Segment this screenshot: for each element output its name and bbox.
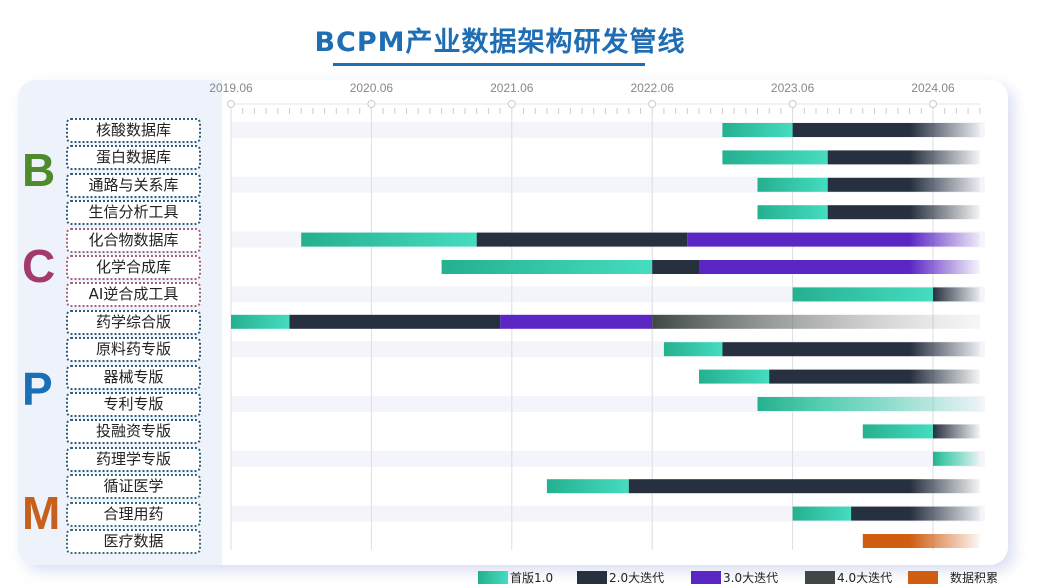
bar-v2 xyxy=(851,506,980,521)
legend-label: 首版1.0 xyxy=(510,571,554,585)
bar-v2 xyxy=(933,424,980,439)
x-tick-label: 2019.06 xyxy=(209,81,253,95)
bar-v1 xyxy=(933,451,980,466)
major-tick xyxy=(227,100,235,108)
row-stripe xyxy=(231,423,985,440)
bar-v1 xyxy=(757,177,828,192)
row-label: 化学合成库 xyxy=(66,255,201,280)
bar-data xyxy=(862,534,980,548)
page-title: BCPM产业数据架构研发管线 xyxy=(314,27,686,58)
bar-v2 xyxy=(792,123,980,137)
row-label: 器械专版 xyxy=(66,364,201,390)
legend-swatch xyxy=(805,571,835,584)
bar-v1 xyxy=(441,260,653,274)
bar-v3 xyxy=(687,232,980,247)
bar-v1 xyxy=(757,397,980,411)
row-label: 医疗数据 xyxy=(66,529,201,554)
legend-label: 数据积累 xyxy=(950,571,999,585)
legend-label: 2.0大迭代 xyxy=(609,571,665,585)
bar-v2 xyxy=(769,369,980,384)
row-label: 药学综合版 xyxy=(66,309,201,335)
x-tick-label: 2023.06 xyxy=(771,81,815,95)
x-tick-label: 2021.06 xyxy=(490,81,534,95)
bar-v2 xyxy=(827,205,980,220)
legend-item: 首版1.0 xyxy=(478,570,553,585)
major-tick xyxy=(507,100,516,108)
row-stripe xyxy=(231,450,985,467)
legend-swatch xyxy=(908,571,938,584)
legend-label: 4.0大迭代 xyxy=(837,571,893,585)
x-tick-label: 2020.06 xyxy=(350,81,394,95)
bar-v1 xyxy=(862,424,933,439)
major-tick xyxy=(648,100,657,108)
legend-item: 2.0大迭代 xyxy=(577,570,664,585)
bar-v2 xyxy=(652,260,699,274)
bar-v1 xyxy=(699,369,770,384)
row-label: AI逆合成工具 xyxy=(66,282,201,308)
legend-swatch xyxy=(691,571,721,584)
bar-v2 xyxy=(827,177,980,192)
bar-v3 xyxy=(500,314,653,329)
bar-v1 xyxy=(301,232,477,247)
bar-v1 xyxy=(663,342,723,357)
row-stripe xyxy=(231,533,985,549)
row-label: 循证医学 xyxy=(66,474,201,500)
bar-v2 xyxy=(933,287,980,302)
bar-v1 xyxy=(792,287,933,302)
bar-v2 xyxy=(827,150,980,165)
bar-v1 xyxy=(546,479,629,494)
row-label: 核酸数据库 xyxy=(66,118,201,143)
legend-item: 数据积累 xyxy=(908,570,998,585)
bar-v1 xyxy=(792,506,852,521)
legend-item: 3.0大迭代 xyxy=(691,570,778,585)
row-label: 蛋白数据库 xyxy=(66,145,201,171)
legend-swatch xyxy=(577,571,607,584)
legend-swatch xyxy=(478,571,508,584)
bar-v3 xyxy=(699,260,980,274)
x-tick-label: 2022.06 xyxy=(631,81,675,95)
bar-v1 xyxy=(757,205,828,220)
group-letter: C xyxy=(22,240,56,292)
row-label: 专利专版 xyxy=(66,392,201,417)
bar-v2 xyxy=(722,342,980,357)
x-tick-label: 2024.06 xyxy=(911,81,955,95)
group-letter: B xyxy=(22,144,56,197)
row-label: 投融资专版 xyxy=(66,419,201,445)
legend-item: 4.0大迭代 xyxy=(805,570,892,585)
bar-v1 xyxy=(722,123,793,137)
major-tick xyxy=(788,100,797,108)
row-label: 原料药专版 xyxy=(66,337,201,363)
row-label: 合理用药 xyxy=(66,501,201,527)
bar-v2 xyxy=(628,479,980,494)
major-tick xyxy=(929,100,937,108)
legend-label: 3.0大迭代 xyxy=(723,571,779,585)
group-letter: P xyxy=(22,363,53,416)
bar-v1 xyxy=(231,314,290,329)
row-label: 化合物数据库 xyxy=(66,227,201,253)
title-underline xyxy=(333,63,645,66)
bar-v2 xyxy=(476,232,688,247)
major-tick xyxy=(367,100,376,108)
row-label: 通路与关系库 xyxy=(66,172,201,198)
bar-v1 xyxy=(722,150,828,165)
row-label: 生信分析工具 xyxy=(66,200,201,226)
group-letter: M xyxy=(22,486,61,539)
row-label: 药理学专版 xyxy=(66,446,201,472)
bar-v2 xyxy=(289,314,501,329)
bar-v4 xyxy=(652,314,980,329)
